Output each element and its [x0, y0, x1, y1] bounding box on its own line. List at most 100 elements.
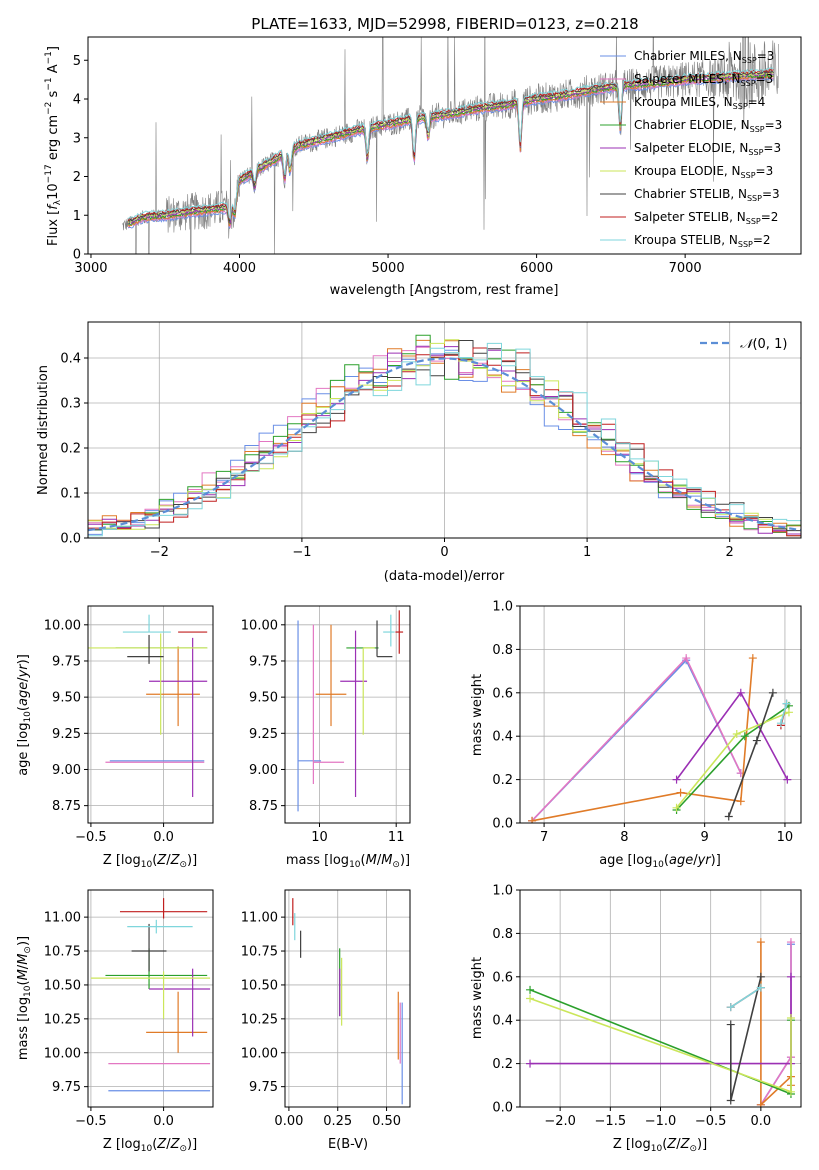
- x-tick-label: 0.25: [323, 1114, 352, 1129]
- x-tick-label: 9: [701, 830, 709, 845]
- weight-point-marker: [526, 994, 535, 1003]
- weight-series-line: [780, 703, 788, 724]
- y-tick-label: 10.00: [44, 1046, 81, 1061]
- legend-suffix: =3: [756, 72, 774, 86]
- y-tick-label: 10.00: [241, 618, 278, 633]
- x-tick-label: 0.0: [751, 1114, 772, 1129]
- legend-suffix: =3: [757, 49, 775, 63]
- y-tick-label: 0.0: [60, 532, 81, 547]
- legend-sub: SSP: [741, 79, 756, 88]
- weight-point-marker: [676, 788, 685, 797]
- y-tick-label: 2: [73, 170, 81, 185]
- mass-age-grid: [285, 606, 410, 823]
- y-tick-label: 9.25: [52, 727, 81, 742]
- z-age-ylabel: age [log10(age/yr)]: [16, 654, 33, 776]
- y-tick-label: 9.75: [52, 654, 81, 669]
- weight-point-marker: [726, 1096, 735, 1105]
- x-tick-label: −0.5: [695, 1114, 727, 1129]
- legend-label: Chabrier STELIB, NSSP=3: [634, 187, 780, 203]
- weight-point-marker: [768, 688, 777, 697]
- z-weight-xlabel: Z [log10(Z/Z⊙)]: [613, 1137, 707, 1154]
- legend-label: Salpeter STELIB, NSSP=2: [634, 210, 778, 226]
- legend-label: Salpeter MILES, NSSP=3: [634, 72, 773, 88]
- error-bar-point: [315, 624, 347, 727]
- residual-histogram-step: [88, 342, 801, 538]
- page-title: PLATE=1633, MJD=52998, FIBERID=0123, z=0…: [251, 15, 638, 33]
- weight-point-marker: [786, 1014, 795, 1023]
- error-bar-point: [90, 971, 211, 1019]
- z-mass-panel: −0.5 0.0 9.75 10.00 10.25 10.50 10.75 11.00 Z […: [16, 889, 214, 1154]
- legend-label: Salpeter ELODIE, NSSP=3: [634, 141, 781, 157]
- residual-legend: 𝒩(0, 1): [700, 337, 787, 352]
- weight-point-marker: [786, 1087, 795, 1096]
- y-tick-label: 10.50: [241, 978, 278, 993]
- weight-point-marker: [784, 708, 793, 717]
- z-mass-frame: [87, 889, 214, 1108]
- y-tick-label: 0.6: [492, 970, 513, 985]
- z-age-frame: [87, 605, 214, 824]
- spectrum-panel: 3000 4000 5000 6000 7000 0 1 2 3 4 5 wavelength [A…: [44, 36, 802, 298]
- weight-point-marker: [776, 719, 785, 728]
- legend-suffix: =3: [762, 187, 780, 201]
- legend-label-normal: 𝒩(0, 1): [740, 337, 787, 352]
- weight-series-line: [531, 658, 754, 822]
- weight-point-marker: [726, 1020, 735, 1029]
- x-tick-label: 7: [540, 830, 548, 845]
- legend-label: Kroupa ELODIE, NSSP=3: [634, 164, 773, 180]
- x-tick-label: −0.5: [75, 830, 107, 845]
- x-tick-label: 0.0: [153, 1114, 174, 1129]
- y-tick-label: 0.4: [492, 1014, 513, 1029]
- x-tick-label: 6000: [520, 261, 553, 276]
- x-tick-label: 0.50: [372, 1114, 401, 1129]
- error-bar-point: [395, 610, 404, 654]
- y-tick-label: 9.75: [52, 1080, 81, 1095]
- error-bar-point: [127, 919, 193, 934]
- z-weight-plot: [526, 938, 795, 1107]
- spectrum-ticks: 3000 4000 5000 6000 7000 0 1 2 3 4 5: [73, 54, 702, 276]
- z-age-grid: [88, 606, 213, 823]
- normal-reference-curve: [88, 357, 801, 532]
- y-tick-label: 1.0: [492, 600, 513, 615]
- residual-ylabel: Normed distribution: [36, 365, 51, 495]
- x-tick-label: 2: [726, 545, 734, 560]
- x-tick-label: 0: [440, 545, 448, 560]
- y-tick-label: 1: [73, 209, 81, 224]
- error-bar-point: [131, 923, 167, 972]
- weight-point-marker: [748, 654, 757, 663]
- weight-point-marker: [526, 1059, 535, 1068]
- z-age-panel: −0.5 0.0 8.75 9.00 9.25 9.50 9.75 10.00 Z [log1…: [16, 605, 214, 870]
- mass-age-xlabel: mass [log10(M/M⊙)]: [286, 853, 410, 870]
- error-bar-point: [119, 898, 208, 919]
- x-tick-label: 0.0: [153, 830, 174, 845]
- legend-suffix: =2: [753, 233, 771, 247]
- y-tick-label: 0.4: [60, 352, 81, 367]
- y-tick-label: 4: [73, 93, 81, 108]
- legend-sub: SSP: [750, 125, 765, 134]
- residual-panel: −2 −1 0 1 2 0.0 0.1 0.2 0.3 0.4 (data-model)/erro…: [36, 321, 802, 584]
- legend-suffix: =2: [761, 210, 779, 224]
- legend-sub: SSP: [748, 148, 763, 157]
- weight-point-marker: [736, 797, 745, 806]
- z-mass-xlabel: Z [log10(Z/Z⊙)]: [103, 1137, 197, 1154]
- y-tick-label: 11.00: [44, 911, 81, 926]
- residual-histogram-step: [88, 339, 801, 538]
- weight-series-line: [729, 976, 762, 1101]
- y-tick-label: 10.25: [241, 1012, 278, 1027]
- weight-point-marker: [756, 1100, 765, 1107]
- legend-sub: SSP: [741, 171, 756, 180]
- y-tick-label: 10.00: [44, 618, 81, 633]
- y-tick-label: 9.50: [249, 691, 278, 706]
- y-tick-label: 9.75: [249, 654, 278, 669]
- x-tick-label: 8: [620, 830, 628, 845]
- y-tick-label: 9.25: [249, 727, 278, 742]
- ebv-mass-plot: [292, 898, 403, 1105]
- residual-ticks: −2 −1 0 1 2 0.0 0.1 0.2 0.3 0.4: [60, 352, 734, 561]
- residual-plot: [88, 334, 801, 538]
- y-tick-label: 10.50: [44, 978, 81, 993]
- y-tick-label: 0: [73, 248, 81, 263]
- y-tick-label: 9.00: [249, 763, 278, 778]
- z-weight-grid: [520, 889, 801, 1108]
- z-mass-plot: [90, 898, 211, 1092]
- weight-point-marker: [756, 938, 765, 947]
